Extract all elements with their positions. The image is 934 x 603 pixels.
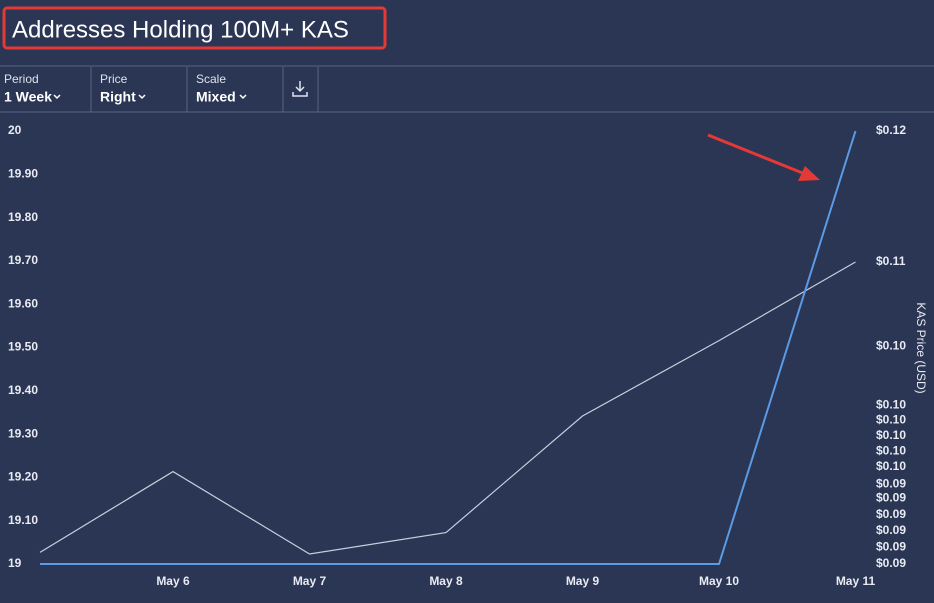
y-tick-label: 19.90 — [8, 166, 38, 180]
arrow-annotation — [707, 133, 820, 181]
y2-tick-label: $0.09 — [876, 491, 906, 505]
y-tick-label: 19.30 — [8, 426, 38, 440]
arrow-shaft — [707, 133, 806, 176]
x-tick-label: May 7 — [293, 574, 327, 588]
y2-tick-label: $0.09 — [876, 507, 906, 521]
y-tick-label: 19.80 — [8, 210, 38, 224]
series-line — [40, 130, 857, 565]
y2-tick-label: $0.09 — [876, 540, 906, 554]
x-tick-label: May 10 — [699, 574, 739, 588]
y2-tick-label: $0.12 — [876, 123, 906, 137]
download-button[interactable] — [292, 81, 308, 97]
series-line — [39, 261, 856, 555]
control-value[interactable]: 1 Week — [4, 89, 52, 105]
x-tick-label: May 8 — [429, 574, 463, 588]
y-tick-label: 19.10 — [8, 513, 38, 527]
x-tick-label: May 9 — [566, 574, 600, 588]
control-label: Price — [100, 72, 128, 86]
y2-tick-label: $0.09 — [876, 556, 906, 570]
control[interactable]: Price Right — [100, 72, 146, 105]
y-tick-label: 19.60 — [8, 296, 38, 310]
arrow-head — [798, 166, 820, 181]
y2-axis-label: KAS Price (USD) — [914, 302, 928, 393]
y2-tick-label: $0.11 — [876, 254, 906, 268]
y-tick-label: 19.50 — [8, 340, 38, 354]
y2-tick-label: $0.10 — [876, 398, 906, 412]
y2-tick-label: $0.09 — [876, 523, 906, 537]
y2-tick-label: $0.10 — [876, 339, 906, 353]
toolbar: Period 1 Week Price Right Scale Mixed — [4, 67, 319, 112]
chevron — [53, 94, 61, 100]
highlight-box — [2, 6, 387, 50]
y-tick-label: 20 — [8, 123, 22, 137]
control-value[interactable]: Right — [100, 89, 136, 105]
x-tick-label: May 6 — [156, 574, 190, 588]
x-tick-label: May 11 — [836, 574, 876, 588]
control-label: Period — [4, 72, 39, 86]
download-icon — [292, 81, 308, 97]
y2-tick-label: $0.10 — [876, 443, 906, 457]
control[interactable]: Period 1 Week — [4, 72, 61, 105]
control-value[interactable]: Mixed — [196, 89, 236, 105]
y-tick-label: 19.70 — [8, 253, 38, 267]
y2-tick-label: $0.09 — [876, 476, 906, 490]
chevron — [138, 94, 146, 100]
control[interactable]: Scale Mixed — [196, 72, 247, 105]
chevron — [239, 94, 247, 100]
control-label: Scale — [196, 72, 226, 86]
y2-tick-label: $0.10 — [876, 428, 906, 442]
y2-tick-label: $0.10 — [876, 459, 906, 473]
y-tick-label: 19 — [8, 556, 22, 570]
y2-tick-label: $0.10 — [876, 413, 906, 427]
chart-title: Addresses Holding 100M+ KAS — [12, 16, 349, 43]
y-tick-label: 19.20 — [8, 470, 38, 484]
y-tick-label: 19.40 — [8, 383, 38, 397]
